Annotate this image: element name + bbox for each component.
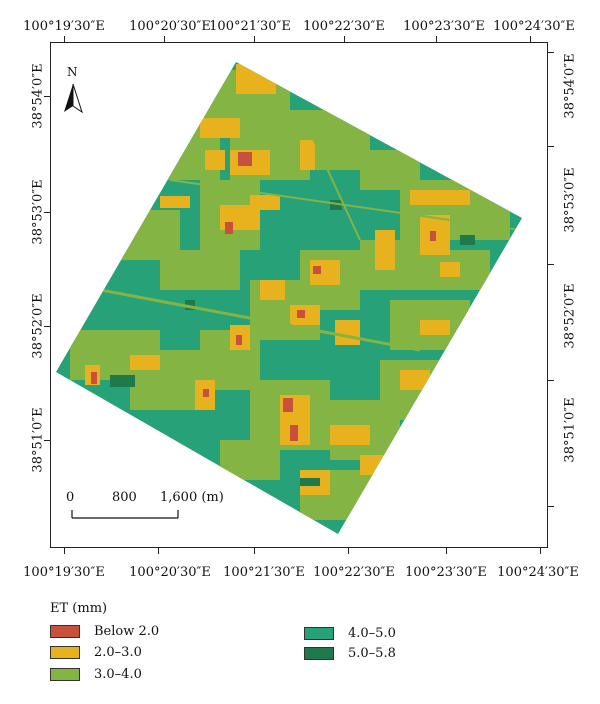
legend-item: 3.0–4.0 (50, 667, 142, 682)
legend-swatch (50, 668, 80, 681)
tick-mark (344, 36, 345, 42)
legend-swatch (50, 625, 80, 638)
tick-mark (548, 506, 554, 507)
legend-item: 5.0–5.8 (304, 646, 396, 661)
tick-mark (446, 548, 447, 554)
tick-mark (254, 36, 255, 42)
tick-mark (548, 264, 554, 265)
tick-mark (44, 440, 50, 441)
road-feature (89, 286, 421, 352)
tick-mark (158, 548, 159, 554)
legend-swatch (50, 646, 80, 659)
tick-mark (540, 548, 541, 554)
tick-mark (348, 548, 349, 554)
legend-item: 4.0–5.0 (304, 626, 396, 641)
north-arrow-icon (64, 83, 83, 114)
tick-mark (548, 146, 554, 147)
scale-label-1600: 1,600 (m) (160, 490, 224, 505)
tick-mark (64, 36, 65, 42)
et-class-2-patches (85, 64, 470, 495)
tick-mark (44, 96, 50, 97)
scale-label-0: 0 (66, 490, 75, 505)
bottom-lon-label: 100°20′30″E (129, 565, 211, 580)
legend-item: 2.0–3.0 (50, 645, 142, 660)
legend-swatch (304, 627, 334, 640)
legend-label: 2.0–3.0 (94, 645, 142, 660)
legend-swatch (304, 647, 334, 660)
road-feature (299, 109, 361, 241)
legend-label: 4.0–5.0 (348, 626, 396, 641)
et-class-1-spots (91, 152, 436, 441)
legend-label: 3.0–4.0 (94, 667, 142, 682)
tick-mark (44, 326, 50, 327)
tick-mark (548, 52, 554, 53)
top-lon-label: 100°22′30″E (303, 19, 385, 34)
legend-title: ET (mm) (50, 601, 108, 616)
tick-mark (64, 548, 65, 554)
tick-mark (254, 548, 255, 554)
bottom-lon-label: 100°22′30″E (313, 565, 395, 580)
tick-mark (436, 36, 437, 42)
tick-mark (548, 380, 554, 381)
tick-mark (164, 36, 165, 42)
bottom-lon-label: 100°23′30″E (405, 565, 487, 580)
top-lon-label: 100°19′30″E (23, 19, 105, 34)
top-lon-label: 100°23′30″E (403, 19, 485, 34)
scale-bar (71, 510, 179, 519)
bottom-lon-label: 100°21′30″E (223, 565, 305, 580)
top-lon-label: 100°20′30″E (129, 19, 211, 34)
road-feature (169, 179, 521, 231)
bottom-lon-label: 100°19′30″E (23, 565, 105, 580)
tick-mark (530, 36, 531, 42)
bottom-lon-label: 100°24′30″E (497, 565, 579, 580)
legend-label: 5.0–5.8 (348, 646, 396, 661)
north-label: N (67, 65, 78, 79)
tick-mark (44, 212, 50, 213)
legend-label: Below 2.0 (94, 624, 160, 639)
top-lon-label: 100°21′30″E (209, 19, 291, 34)
scale-label-800: 800 (112, 490, 137, 505)
et-class-5-spots (110, 200, 475, 486)
top-lon-label: 100°24′30″E (493, 19, 575, 34)
legend-item: Below 2.0 (50, 624, 159, 639)
